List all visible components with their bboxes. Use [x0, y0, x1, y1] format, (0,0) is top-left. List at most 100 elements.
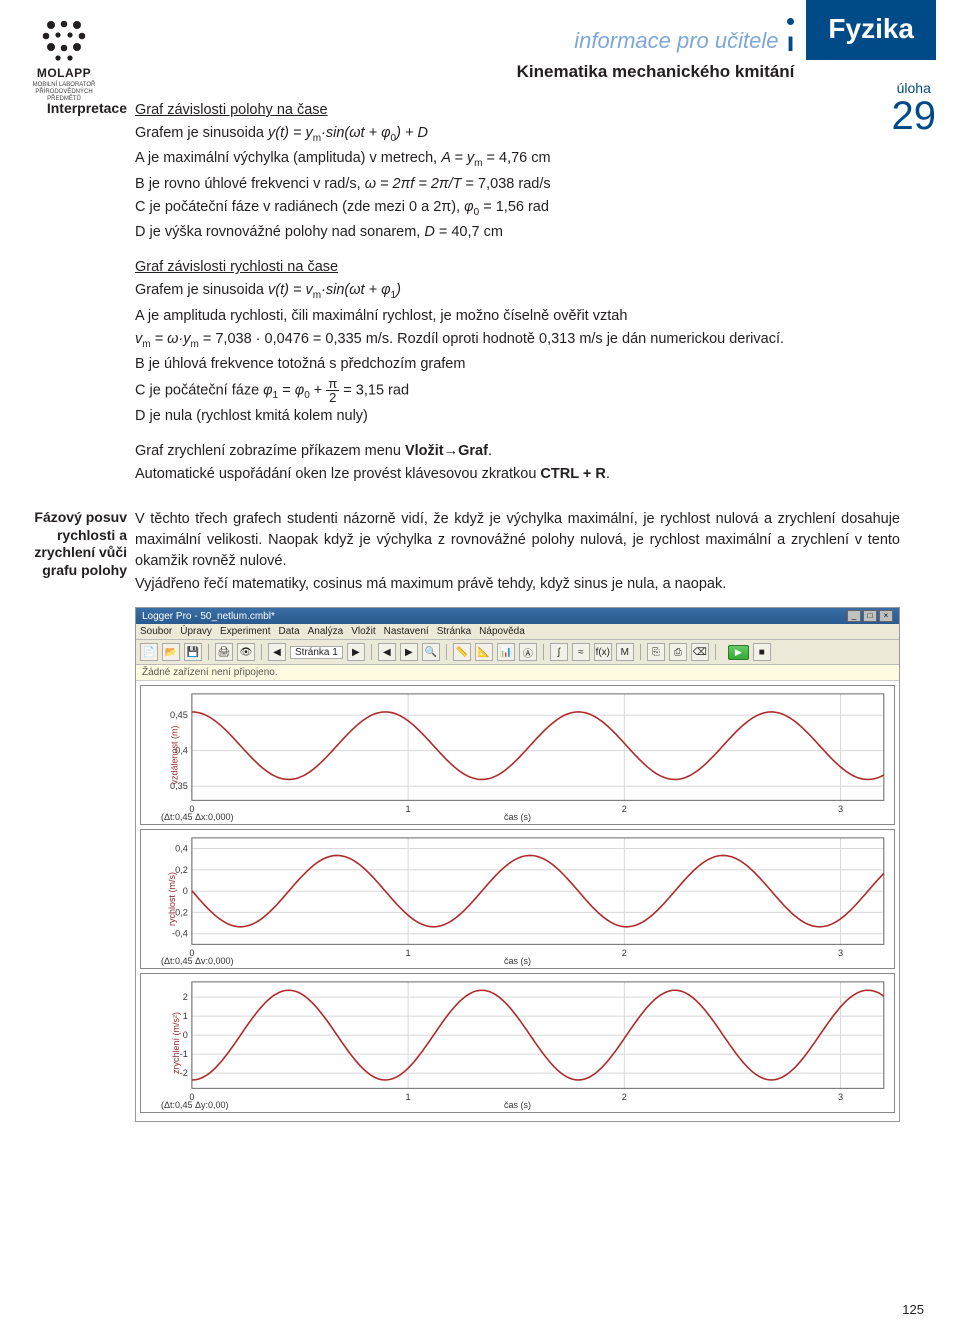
logo-dots-icon	[39, 18, 89, 64]
s1-line2: A je maximální výchylka (amplituda) v me…	[135, 148, 900, 171]
window-titlebar: Logger Pro - 50_netlum.cmbl* _ □ ×	[136, 608, 899, 624]
toolbar-button[interactable]: ⎘	[647, 643, 665, 661]
s2-line1: Grafem je sinusoida v(t) = vm·sin(ωt + φ…	[135, 280, 900, 303]
chart-coords: (Δt:0,45 Δx:0,000)	[161, 812, 234, 822]
section-label-phase: Fázový posuv rychlosti a zrychlení vůči …	[30, 509, 135, 597]
menu-item-soubor[interactable]: Soubor	[140, 626, 172, 637]
toolbar-button[interactable]: 🖨	[215, 643, 233, 661]
toolbar-button[interactable]: M	[616, 643, 634, 661]
toolbar-button[interactable]: ⌫	[691, 643, 709, 661]
window-buttons: _ □ ×	[847, 610, 893, 622]
page-number: 125	[902, 1302, 924, 1317]
toolbar-button[interactable]: Ⓐ	[519, 643, 537, 661]
info-i-icon: ı	[787, 18, 795, 58]
svg-text:1: 1	[406, 1092, 411, 1102]
svg-text:1: 1	[406, 948, 411, 958]
chart-ylabel: rychlost (m/s)	[167, 872, 177, 926]
svg-text:-0,4: -0,4	[172, 929, 188, 939]
section-interpretace: Interpretace Graf závislosti polohy na č…	[30, 100, 900, 499]
svg-text:2: 2	[622, 1092, 627, 1102]
svg-text:1: 1	[406, 804, 411, 814]
svg-text:2: 2	[183, 992, 188, 1002]
toolbar-button[interactable]: ⎙	[669, 643, 687, 661]
content-area: Interpretace Graf závislosti polohy na č…	[0, 100, 960, 597]
menu-item-data[interactable]: Data	[279, 626, 300, 637]
svg-text:2: 2	[622, 804, 627, 814]
s1-line1: Grafem je sinusoida y(t) = ym·sin(ωt + φ…	[135, 123, 900, 146]
menu-item-experiment[interactable]: Experiment	[220, 626, 271, 637]
task-number-box: úloha 29	[892, 80, 937, 136]
s1-line5: D je výška rovnovážné polohy nad sonarem…	[135, 222, 900, 243]
toolbar-button[interactable]: 🔍	[422, 643, 440, 661]
status-strip: Žádné zařízení není připojeno.	[136, 665, 899, 681]
page-header: MOLAPP MOBILNÍ LABORATOŘ PŘÍRODOVĚDNÝCH …	[0, 0, 960, 100]
toolbar-button[interactable]: 📄	[140, 643, 158, 661]
stop-button[interactable]: ■	[753, 643, 771, 661]
s2-line5: C je počáteční fáze φ1 = φ0 + π2 = 3,15 …	[135, 377, 900, 404]
chart-xlabel: čas (s)	[504, 956, 531, 966]
chart-xlabel: čas (s)	[504, 812, 531, 822]
s2-line2: A je amplituda rychlosti, čili maximální…	[135, 306, 900, 327]
toolbar[interactable]: 📄📂💾🖨👁◀Stránka 1▶◀▶🔍📏📐📊Ⓐ∫≈f(x)M⎘⎙⌫▶■	[136, 640, 899, 665]
toolbar-button[interactable]: 📐	[475, 643, 493, 661]
subject-box: Fyzika	[806, 0, 936, 60]
menu-item-nápověda[interactable]: Nápověda	[479, 626, 525, 637]
toolbar-button[interactable]: 💾	[184, 643, 202, 661]
toolbar-button[interactable]: f(x)	[594, 643, 612, 661]
logo-subtitle: MOBILNÍ LABORATOŘ PŘÍRODOVĚDNÝCH PŘEDMĚT…	[24, 82, 104, 103]
menu-item-úpravy[interactable]: Úpravy	[180, 626, 212, 637]
svg-text:0,45: 0,45	[170, 710, 188, 720]
maximize-button[interactable]: □	[863, 610, 877, 622]
svg-text:0: 0	[183, 886, 188, 896]
toolbar-button[interactable]: ∫	[550, 643, 568, 661]
s1-line4: C je počáteční fáze v radiánech (zde mez…	[135, 197, 900, 220]
menu-item-analýza[interactable]: Analýza	[308, 626, 344, 637]
task-number: 29	[892, 96, 937, 136]
teacher-info-text: informace pro učitele	[574, 28, 778, 53]
svg-text:3: 3	[838, 804, 843, 814]
toolbar-button[interactable]: ▶	[400, 643, 418, 661]
chart-1[interactable]: -0,4-0,200,20,40123rychlost (m/s)(Δt:0,4…	[140, 829, 895, 969]
s2-line3: vm = ω·ym = 7,038 · 0,0476 = 0,335 m/s. …	[135, 329, 900, 352]
chart-coords: (Δt:0,45 Δy:0,00)	[161, 1100, 229, 1110]
s2-line6: D je nula (rychlost kmitá kolem nuly)	[135, 406, 900, 427]
logo: MOLAPP MOBILNÍ LABORATOŘ PŘÍRODOVĚDNÝCH …	[24, 18, 104, 103]
section-label-interpretace: Interpretace	[30, 100, 135, 499]
menu-item-stránka[interactable]: Stránka	[437, 626, 471, 637]
menu-item-vložit[interactable]: Vložit	[351, 626, 375, 637]
s1-line3: B je rovno úhlové frekvenci v rad/s, ω =…	[135, 174, 900, 195]
minimize-button[interactable]: _	[847, 610, 861, 622]
chart-xlabel: čas (s)	[504, 1100, 531, 1110]
s3-line1: Graf zrychlení zobrazíme příkazem menu V…	[135, 441, 900, 462]
toolbar-button[interactable]: 👁	[237, 643, 255, 661]
svg-text:1: 1	[183, 1011, 188, 1021]
toolbar-button[interactable]: 📏	[453, 643, 471, 661]
menu-item-nastavení[interactable]: Nastavení	[384, 626, 429, 637]
svg-text:3: 3	[838, 1092, 843, 1102]
toolbar-button[interactable]: ≈	[572, 643, 590, 661]
s4-p1: V těchto třech grafech studenti názorně …	[135, 509, 900, 572]
chart-ylabel: zrychlení (m/s²)	[171, 1012, 181, 1074]
toolbar-button[interactable]: ◀	[378, 643, 396, 661]
chart-0[interactable]: 0,350,40,450123vzdálenost (m)(Δt:0,45 Δx…	[140, 685, 895, 825]
svg-text:0: 0	[183, 1030, 188, 1040]
heading-position-graph: Graf závislosti polohy na čase	[135, 100, 900, 121]
logo-name: MOLAPP	[24, 66, 104, 80]
prev-page-button[interactable]: ◀	[268, 643, 286, 661]
section-phase-shift: Fázový posuv rychlosti a zrychlení vůči …	[30, 509, 900, 597]
s2-line4: B je úhlová frekvence totožná s předchoz…	[135, 354, 900, 375]
teacher-info-label: informace pro učitele ı	[517, 18, 795, 58]
next-page-button[interactable]: ▶	[347, 643, 365, 661]
close-button[interactable]: ×	[879, 610, 893, 622]
logger-pro-screenshot: Logger Pro - 50_netlum.cmbl* _ □ × Soubo…	[135, 607, 900, 1122]
collect-button[interactable]: ▶	[728, 645, 749, 660]
toolbar-button[interactable]: 📊	[497, 643, 515, 661]
svg-text:0,2: 0,2	[175, 865, 188, 875]
chart-ylabel: vzdálenost (m)	[170, 726, 180, 785]
chart-area: 0,350,40,450123vzdálenost (m)(Δt:0,45 Δx…	[136, 681, 899, 1121]
menubar[interactable]: Soubor Úpravy Experiment Data Analýza Vložit N…	[136, 624, 899, 640]
toolbar-button[interactable]: 📂	[162, 643, 180, 661]
chart-2[interactable]: -2-10120123zrychlení (m/s²)(Δt:0,45 Δy:0…	[140, 973, 895, 1113]
page-indicator[interactable]: Stránka 1	[290, 646, 343, 659]
svg-text:3: 3	[838, 948, 843, 958]
